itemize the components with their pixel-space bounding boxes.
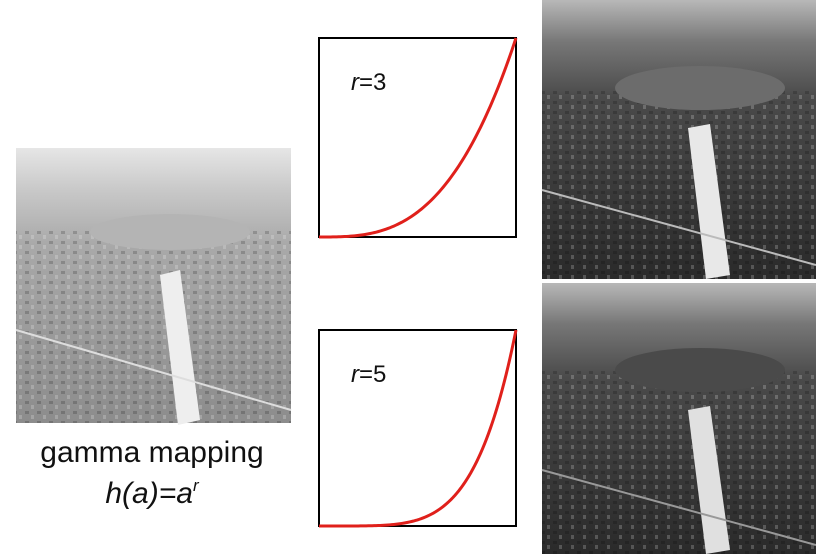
slide: gamma mapping h(a)=ar r=3r=5 xyxy=(0,0,816,554)
label-gamma: 5 xyxy=(373,361,386,388)
curve-label: r=5 xyxy=(351,361,386,388)
formula-base: h(a)=a xyxy=(105,477,193,510)
curve-label: r=3 xyxy=(351,69,386,96)
label-equals: = xyxy=(359,361,373,388)
label-equals: = xyxy=(359,69,373,96)
aerial-photo-original xyxy=(16,148,291,425)
plot-frame xyxy=(319,330,516,526)
formula: h(a)=ar xyxy=(105,476,200,510)
formula-exponent: r xyxy=(193,476,200,495)
aerial-photo-gamma-5 xyxy=(542,283,816,554)
plot-frame xyxy=(319,38,516,237)
label-gamma: 3 xyxy=(373,69,386,96)
caption: gamma mapping xyxy=(40,436,263,469)
aerial-photo-gamma-3 xyxy=(542,0,816,279)
